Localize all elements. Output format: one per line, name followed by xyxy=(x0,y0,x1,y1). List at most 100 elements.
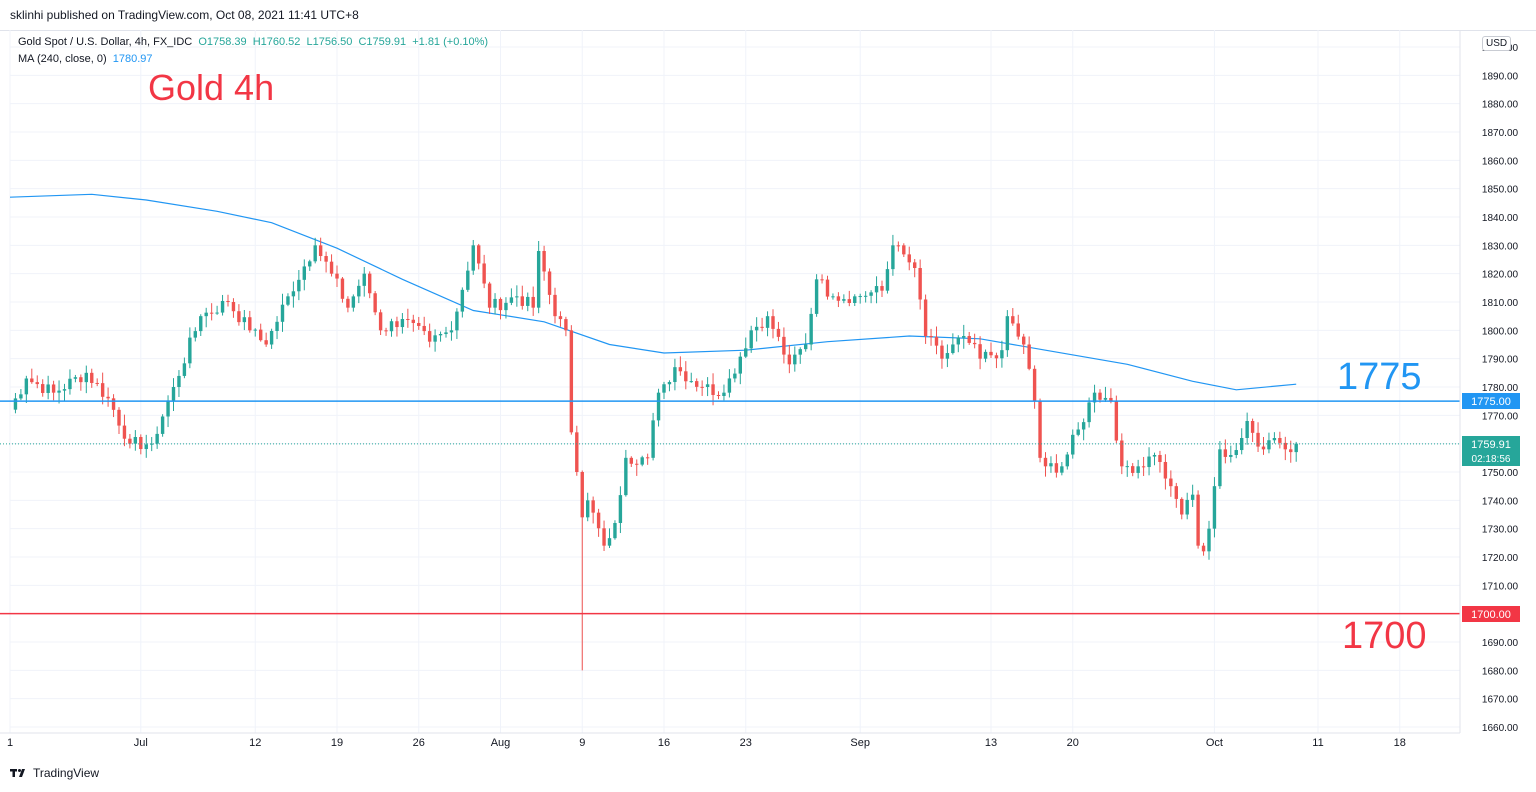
candle-body[interactable] xyxy=(1098,392,1102,400)
candle-body[interactable] xyxy=(689,381,693,383)
candle-body[interactable] xyxy=(951,344,955,354)
candle-body[interactable] xyxy=(754,326,759,331)
candle-body[interactable] xyxy=(1185,499,1189,515)
candle-body[interactable] xyxy=(373,293,377,313)
time-axis[interactable]: 1 Jul 12 19 26 Aug 9 16 23 Sep 13 20 Oct 11 18 xyxy=(0,732,1460,749)
candle-body[interactable] xyxy=(1049,463,1053,467)
candle-body[interactable] xyxy=(831,296,835,298)
candle-body[interactable] xyxy=(1207,528,1211,552)
candle-body[interactable] xyxy=(400,319,405,328)
candle-body[interactable] xyxy=(411,319,415,323)
candle-body[interactable] xyxy=(1092,392,1097,403)
candle-body[interactable] xyxy=(193,331,197,338)
candle-body[interactable] xyxy=(1060,466,1064,473)
candle-body[interactable] xyxy=(749,330,753,349)
candle-body[interactable] xyxy=(79,377,83,383)
candle-body[interactable] xyxy=(384,330,388,332)
candle-body[interactable] xyxy=(853,296,857,303)
price-axis[interactable]: 1660.00 1670.00 1680.00 1690.00 1700.00 1710.… xyxy=(1459,30,1519,734)
candle-body[interactable] xyxy=(13,398,18,410)
candle-body[interactable] xyxy=(84,372,88,383)
candle-body[interactable] xyxy=(1229,455,1233,457)
candle-body[interactable] xyxy=(1043,457,1048,467)
candle-body[interactable] xyxy=(695,381,699,387)
candle-body[interactable] xyxy=(389,321,394,332)
level-1775-annotation[interactable]: 1775 xyxy=(1337,356,1422,398)
candle-body[interactable] xyxy=(477,245,481,264)
candle-body[interactable] xyxy=(286,296,290,305)
candle-body[interactable] xyxy=(427,331,432,342)
candle-body[interactable] xyxy=(836,296,841,301)
candle-body[interactable] xyxy=(493,298,497,308)
candle-body[interactable] xyxy=(128,438,132,444)
candle-body[interactable] xyxy=(313,245,317,262)
candle-body[interactable] xyxy=(57,390,61,393)
candle-body[interactable] xyxy=(787,354,792,365)
candle-body[interactable] xyxy=(1223,449,1228,457)
candle-body[interactable] xyxy=(346,298,350,308)
candle-body[interactable] xyxy=(945,353,950,359)
candle-body[interactable] xyxy=(635,463,639,465)
candle-body[interactable] xyxy=(73,377,78,379)
candle-body[interactable] xyxy=(160,416,165,434)
candle-body[interactable] xyxy=(455,311,459,331)
candle-body[interactable] xyxy=(804,344,808,350)
candle-body[interactable] xyxy=(1038,401,1042,458)
candle-body[interactable] xyxy=(923,299,928,336)
candle-body[interactable] xyxy=(520,296,524,306)
candle-body[interactable] xyxy=(793,354,797,365)
candle-body[interactable] xyxy=(269,330,274,345)
candle-body[interactable] xyxy=(487,283,492,308)
candle-body[interactable] xyxy=(422,325,426,332)
candle-body[interactable] xyxy=(1114,401,1119,441)
candle-body[interactable] xyxy=(733,373,737,379)
candle-body[interactable] xyxy=(259,329,263,341)
candle-body[interactable] xyxy=(139,437,143,450)
candle-body[interactable] xyxy=(613,523,617,539)
candle-body[interactable] xyxy=(1016,323,1020,337)
candle-body[interactable] xyxy=(220,300,225,313)
candle-body[interactable] xyxy=(553,294,557,317)
candle-body[interactable] xyxy=(880,286,884,291)
candle-body[interactable] xyxy=(215,312,219,314)
candle-body[interactable] xyxy=(765,316,770,328)
candle-body[interactable] xyxy=(362,273,366,286)
candle-body[interactable] xyxy=(1125,466,1129,468)
candle-body[interactable] xyxy=(155,433,159,444)
candle-body[interactable] xyxy=(967,336,971,343)
candle-body[interactable] xyxy=(1032,368,1037,402)
candle-body[interactable] xyxy=(869,292,873,296)
candle-body[interactable] xyxy=(1087,402,1091,423)
candle-body[interactable] xyxy=(515,296,519,298)
candle-body[interactable] xyxy=(308,261,312,267)
candle-body[interactable] xyxy=(204,312,208,317)
candle-body[interactable] xyxy=(30,378,34,383)
candle-body[interactable] xyxy=(438,334,443,336)
candle-body[interactable] xyxy=(1212,486,1217,529)
candle-body[interactable] xyxy=(275,321,279,331)
candle-body[interactable] xyxy=(700,386,704,388)
candle-body[interactable] xyxy=(460,289,465,312)
candle-body[interactable] xyxy=(902,245,906,255)
candle-body[interactable] xyxy=(1022,336,1026,345)
candle-body[interactable] xyxy=(1054,463,1059,473)
candle-body[interactable] xyxy=(1240,438,1244,451)
candle-body[interactable] xyxy=(340,278,345,299)
candle-body[interactable] xyxy=(253,329,257,331)
candle-body[interactable] xyxy=(1011,316,1015,324)
candle-body[interactable] xyxy=(1152,455,1157,457)
candle-body[interactable] xyxy=(814,279,819,314)
candle-body[interactable] xyxy=(106,396,110,399)
candle-body[interactable] xyxy=(248,317,252,331)
candle-body[interactable] xyxy=(1272,438,1277,441)
candle-body[interactable] xyxy=(1147,456,1151,468)
candle-body[interactable] xyxy=(144,444,148,450)
candle-body[interactable] xyxy=(629,457,633,464)
candle-body[interactable] xyxy=(782,336,786,355)
candle-body[interactable] xyxy=(324,256,328,262)
candle-body[interactable] xyxy=(1109,397,1113,402)
candle-body[interactable] xyxy=(209,312,214,314)
candle-body[interactable] xyxy=(1120,440,1124,467)
candle-body[interactable] xyxy=(395,321,399,328)
candle-body[interactable] xyxy=(188,337,192,364)
